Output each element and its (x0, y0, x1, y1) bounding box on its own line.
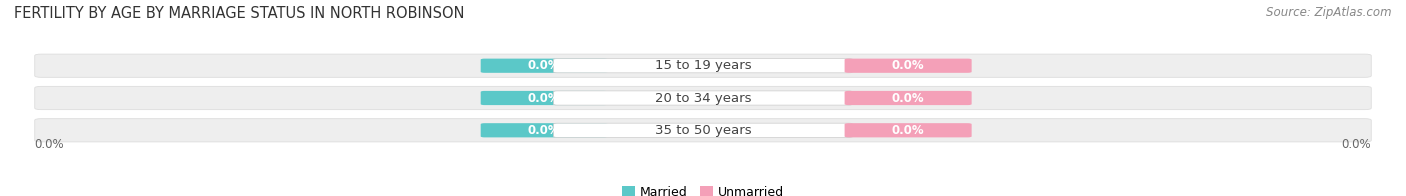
FancyBboxPatch shape (845, 91, 972, 105)
Text: 0.0%: 0.0% (527, 92, 561, 104)
FancyBboxPatch shape (481, 59, 607, 73)
FancyBboxPatch shape (554, 123, 852, 137)
Text: 0.0%: 0.0% (891, 92, 924, 104)
Text: 0.0%: 0.0% (891, 124, 924, 137)
FancyBboxPatch shape (845, 59, 972, 73)
Text: 0.0%: 0.0% (891, 59, 924, 72)
FancyBboxPatch shape (35, 54, 1371, 77)
FancyBboxPatch shape (554, 59, 852, 73)
Text: Source: ZipAtlas.com: Source: ZipAtlas.com (1267, 6, 1392, 19)
Text: 20 to 34 years: 20 to 34 years (655, 92, 751, 104)
FancyBboxPatch shape (35, 86, 1371, 110)
FancyBboxPatch shape (481, 123, 607, 137)
FancyBboxPatch shape (481, 91, 607, 105)
Text: 0.0%: 0.0% (1341, 138, 1371, 151)
Text: 0.0%: 0.0% (35, 138, 65, 151)
FancyBboxPatch shape (35, 119, 1371, 142)
FancyBboxPatch shape (554, 91, 852, 105)
FancyBboxPatch shape (845, 123, 972, 137)
Text: 15 to 19 years: 15 to 19 years (655, 59, 751, 72)
Text: 0.0%: 0.0% (527, 59, 561, 72)
Text: 0.0%: 0.0% (527, 124, 561, 137)
Text: 35 to 50 years: 35 to 50 years (655, 124, 751, 137)
Legend: Married, Unmarried: Married, Unmarried (617, 181, 789, 196)
Text: FERTILITY BY AGE BY MARRIAGE STATUS IN NORTH ROBINSON: FERTILITY BY AGE BY MARRIAGE STATUS IN N… (14, 6, 464, 21)
